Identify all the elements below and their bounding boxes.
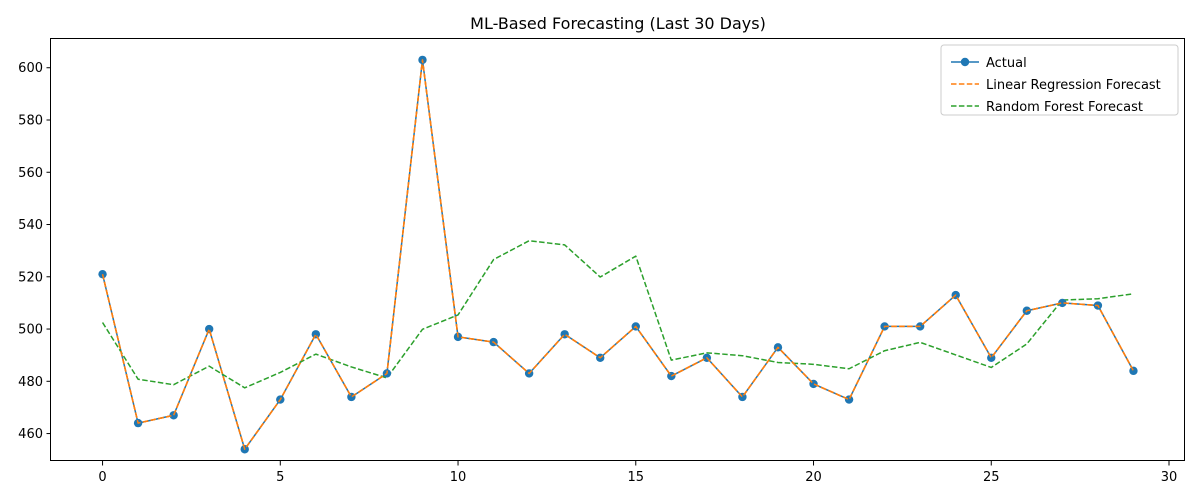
x-tick-label: 15 <box>627 470 644 485</box>
series-line-2 <box>101 59 1135 450</box>
series-line-1 <box>101 59 1135 450</box>
data-point <box>169 411 178 420</box>
x-tick-label: 20 <box>805 470 822 485</box>
series-line-3 <box>101 239 1134 389</box>
data-point <box>98 269 107 279</box>
x-tick-label: 25 <box>983 470 1000 485</box>
legend-label-3: Random Forest Forecast <box>986 100 1143 115</box>
x-tick-label: 10 <box>450 470 467 485</box>
legend-marker <box>960 57 970 67</box>
data-point <box>311 330 321 339</box>
y-axis: 460 480 500 520 540 560 580 600 <box>18 61 51 442</box>
x-tick-label: 30 <box>1161 470 1178 485</box>
x-tick-label: 0 <box>98 470 106 485</box>
legend: Actual Linear Regression Forecast Random F… <box>940 44 1179 116</box>
y-tick-label: 480 <box>18 375 43 390</box>
y-tick-label: 540 <box>18 218 43 233</box>
data-point <box>347 392 356 402</box>
legend-label-2: Linear Regression Forecast <box>986 78 1161 93</box>
plot-area-frame <box>50 38 1185 461</box>
y-tick-label: 460 <box>18 427 43 442</box>
chart-title: ML-Based Forecasting (Last 30 Days) <box>470 14 766 33</box>
y-tick-label: 520 <box>18 270 43 285</box>
series-markers <box>98 55 1138 454</box>
data-point <box>1129 366 1138 376</box>
data-point <box>204 324 214 334</box>
data-point <box>844 395 854 404</box>
data-point <box>1058 298 1067 308</box>
y-tick-label: 560 <box>18 166 43 181</box>
y-tick-label: 580 <box>18 114 43 129</box>
x-tick-label: 5 <box>276 470 284 485</box>
y-tick-label: 500 <box>18 323 43 338</box>
legend-label-1: Actual <box>986 56 1027 71</box>
x-axis: 0 5 10 15 20 25 30 <box>98 461 1177 485</box>
series-lines <box>101 59 1135 450</box>
y-tick-label: 600 <box>18 61 43 76</box>
series-line-2-overlay <box>101 59 1135 450</box>
legend-box <box>940 44 1179 116</box>
